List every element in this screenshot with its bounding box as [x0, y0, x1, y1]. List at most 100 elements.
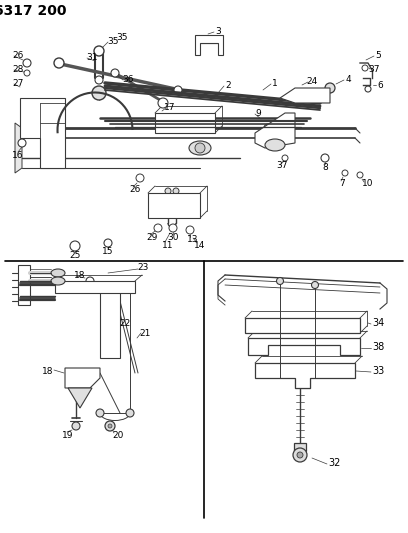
- Text: 10: 10: [362, 180, 374, 189]
- Polygon shape: [148, 193, 200, 218]
- Circle shape: [18, 139, 26, 147]
- Circle shape: [105, 421, 115, 431]
- Text: 15: 15: [102, 247, 114, 256]
- Circle shape: [23, 59, 31, 67]
- Polygon shape: [248, 338, 360, 355]
- Text: 28: 28: [12, 64, 24, 74]
- Polygon shape: [100, 288, 120, 358]
- Text: 3: 3: [215, 27, 221, 36]
- Circle shape: [95, 76, 103, 84]
- Text: 25: 25: [69, 251, 81, 260]
- Circle shape: [311, 281, 319, 288]
- Text: 26: 26: [12, 51, 24, 60]
- Text: 29: 29: [146, 232, 157, 241]
- Text: 21: 21: [139, 328, 151, 337]
- Circle shape: [173, 188, 179, 194]
- Text: 27: 27: [12, 78, 24, 87]
- Text: 23: 23: [137, 263, 149, 272]
- Text: 18: 18: [42, 367, 54, 376]
- Polygon shape: [15, 123, 22, 173]
- Ellipse shape: [51, 269, 65, 277]
- Circle shape: [158, 98, 168, 108]
- Circle shape: [154, 224, 162, 232]
- Polygon shape: [20, 98, 65, 168]
- Text: 11: 11: [162, 240, 174, 249]
- Text: 8: 8: [322, 163, 328, 172]
- Circle shape: [325, 83, 335, 93]
- Circle shape: [165, 188, 171, 194]
- Text: 20: 20: [112, 432, 124, 440]
- Polygon shape: [65, 368, 100, 388]
- Text: 37: 37: [276, 161, 288, 171]
- Circle shape: [24, 70, 30, 76]
- Circle shape: [54, 58, 64, 68]
- Circle shape: [321, 154, 329, 162]
- Text: 35: 35: [116, 33, 128, 42]
- Circle shape: [76, 384, 84, 392]
- Text: 16: 16: [12, 150, 24, 159]
- Circle shape: [86, 277, 94, 285]
- Circle shape: [104, 239, 112, 247]
- Circle shape: [277, 278, 284, 285]
- Polygon shape: [55, 281, 135, 293]
- Circle shape: [195, 143, 205, 153]
- Text: 1: 1: [272, 78, 278, 87]
- Text: 22: 22: [120, 319, 131, 327]
- Polygon shape: [68, 388, 92, 408]
- Text: 35: 35: [107, 36, 119, 45]
- Text: 37: 37: [368, 64, 380, 74]
- Ellipse shape: [51, 277, 65, 285]
- Circle shape: [264, 124, 272, 132]
- Text: 19: 19: [62, 431, 74, 440]
- Text: 4: 4: [345, 75, 351, 84]
- Polygon shape: [280, 88, 330, 103]
- Circle shape: [136, 174, 144, 182]
- Text: 13: 13: [187, 236, 199, 245]
- Polygon shape: [155, 113, 215, 133]
- Text: 14: 14: [194, 241, 206, 251]
- Circle shape: [126, 409, 134, 417]
- Text: 6: 6: [377, 80, 383, 90]
- Circle shape: [92, 86, 106, 100]
- Text: 33: 33: [372, 366, 384, 376]
- Polygon shape: [294, 443, 306, 451]
- Circle shape: [94, 46, 104, 56]
- Circle shape: [174, 86, 182, 94]
- Circle shape: [297, 452, 303, 458]
- Circle shape: [169, 224, 177, 232]
- Text: 6317 200: 6317 200: [0, 4, 66, 18]
- Ellipse shape: [189, 141, 211, 155]
- Ellipse shape: [265, 139, 285, 151]
- Circle shape: [282, 155, 288, 161]
- Circle shape: [96, 409, 104, 417]
- Circle shape: [342, 170, 348, 176]
- Text: 38: 38: [372, 342, 384, 352]
- Text: 5: 5: [375, 51, 381, 60]
- Text: 30: 30: [167, 232, 179, 241]
- Circle shape: [70, 241, 80, 251]
- Circle shape: [186, 226, 194, 234]
- Polygon shape: [255, 363, 355, 388]
- Circle shape: [72, 422, 80, 430]
- Polygon shape: [18, 265, 30, 305]
- Text: 7: 7: [339, 179, 345, 188]
- Polygon shape: [255, 113, 295, 148]
- Text: 17: 17: [164, 102, 176, 111]
- Circle shape: [365, 86, 371, 92]
- Text: 2: 2: [225, 80, 231, 90]
- Circle shape: [108, 424, 112, 428]
- Text: 26: 26: [129, 184, 141, 193]
- Polygon shape: [195, 35, 223, 55]
- Polygon shape: [245, 318, 360, 333]
- Circle shape: [111, 69, 119, 77]
- Text: 36: 36: [122, 75, 134, 84]
- Text: 9: 9: [255, 109, 261, 117]
- Circle shape: [293, 448, 307, 462]
- Circle shape: [362, 65, 368, 71]
- Text: 34: 34: [372, 318, 384, 328]
- Text: 18: 18: [74, 271, 86, 279]
- Text: 24: 24: [306, 77, 317, 85]
- Text: 32: 32: [328, 458, 340, 468]
- Text: 31: 31: [86, 52, 98, 61]
- Circle shape: [357, 172, 363, 178]
